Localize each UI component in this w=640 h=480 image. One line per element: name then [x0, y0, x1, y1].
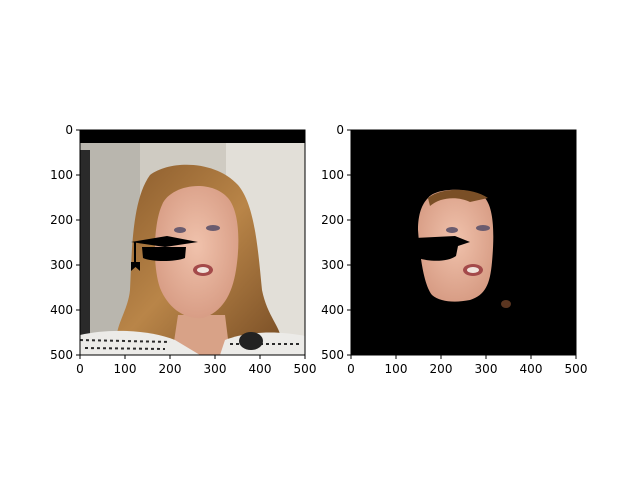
x-tick-label: 500	[294, 362, 317, 376]
x-tick-label: 500	[565, 362, 588, 376]
y-tick-label: 500	[50, 348, 73, 362]
right-axes-frame	[350, 129, 577, 356]
x-tick-label: 0	[347, 362, 355, 376]
right-image-panel	[351, 130, 576, 355]
y-tick-label: 200	[50, 213, 73, 227]
y-tick-label: 500	[321, 348, 344, 362]
y-tick-label: 100	[50, 168, 73, 182]
left-image-panel	[80, 130, 305, 355]
x-tick-label: 100	[385, 362, 408, 376]
x-tick-label: 200	[159, 362, 182, 376]
x-tick-label: 300	[204, 362, 227, 376]
face-shape	[154, 186, 239, 319]
x-tick-label: 0	[76, 362, 84, 376]
cap-shaped-hole	[415, 236, 470, 261]
x-tick-label: 400	[520, 362, 543, 376]
y-tick-label: 100	[321, 168, 344, 182]
top-black-band	[80, 130, 305, 143]
graduation-cap-overlay	[131, 236, 198, 271]
y-tick-label: 400	[321, 303, 344, 317]
y-tick-label: 300	[50, 258, 73, 272]
y-tick-label: 0	[336, 123, 344, 137]
x-tick-label: 300	[475, 362, 498, 376]
y-tick-label: 300	[321, 258, 344, 272]
x-tick-label: 400	[249, 362, 272, 376]
x-tick-label: 200	[430, 362, 453, 376]
x-tick-label: 100	[114, 362, 137, 376]
y-tick-label: 0	[65, 123, 73, 137]
left-axes-frame	[79, 129, 306, 356]
y-tick-label: 400	[50, 303, 73, 317]
y-tick-label: 200	[321, 213, 344, 227]
